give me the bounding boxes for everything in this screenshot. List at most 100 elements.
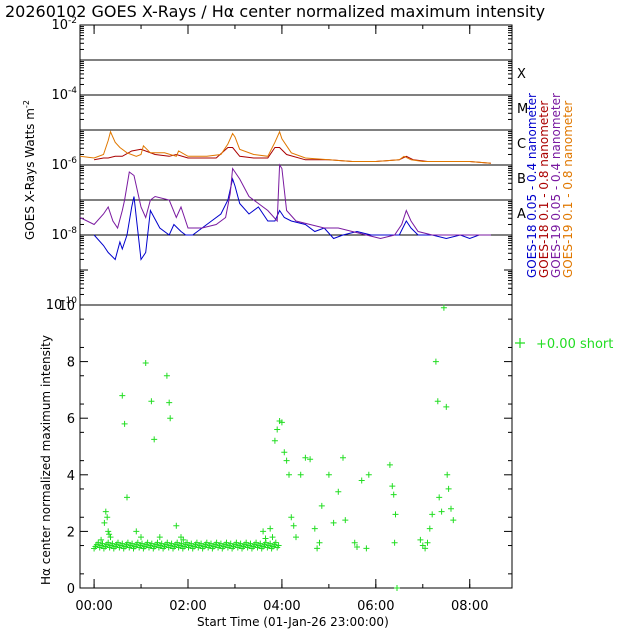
- bottom-y-tick-label: 6: [67, 412, 75, 427]
- halpha-point: [438, 508, 445, 515]
- halpha-point: [208, 540, 214, 547]
- halpha-point: [267, 525, 274, 532]
- top-y-tick-label: 10-6: [51, 156, 77, 173]
- halpha-point: [342, 517, 349, 524]
- goes-legend-entry: GOES-18 0.05 - 0.4 nanometer: [525, 93, 539, 278]
- halpha-point: [148, 398, 155, 405]
- halpha-point: [417, 536, 424, 543]
- halpha-point: [278, 419, 285, 426]
- bottom-x-axis-label: Start Time (01-Jan-26 23:00:00): [197, 615, 389, 629]
- halpha-point: [274, 426, 281, 433]
- flare-class-labels: X M C B A: [517, 67, 528, 222]
- halpha-point: [424, 539, 431, 546]
- halpha-point: [390, 491, 397, 498]
- halpha-point: [227, 540, 234, 547]
- goes-legend-entry: GOES-18 0.1 - 0.8 nanometer: [537, 101, 551, 278]
- goes-series-line: [79, 163, 491, 240]
- halpha-point: [351, 539, 358, 546]
- halpha-point: [243, 539, 250, 546]
- goes-series-line: [93, 177, 491, 261]
- halpha-panel: 0 2 4 6 8 10 00:00 02:00 04:00 06:00 08:00 Hα cen…: [39, 25, 613, 629]
- halpha-point: [281, 449, 288, 456]
- halpha-point: [290, 522, 297, 529]
- top-y-tick-exponent: -4: [68, 86, 77, 96]
- halpha-point: [184, 539, 191, 546]
- halpha-point: [119, 392, 126, 399]
- halpha-point: [288, 514, 295, 521]
- halpha-point: [318, 502, 325, 509]
- flare-class-label: A: [517, 207, 526, 222]
- halpha-point: [392, 511, 399, 518]
- halpha-point: [124, 494, 130, 501]
- halpha-point: [237, 540, 244, 547]
- top-y-tick-label: 10-10: [46, 296, 78, 313]
- halpha-point: [144, 539, 151, 546]
- top-y-tick-base: 10: [51, 228, 68, 243]
- bottom-plot-frame: [79, 304, 513, 589]
- halpha-point: [307, 456, 314, 463]
- halpha-point: [275, 542, 282, 549]
- halpha-point: [104, 514, 111, 521]
- halpha-point: [119, 540, 126, 547]
- top-y-ticks: 10-210-410-610-810-10: [46, 16, 512, 313]
- top-y-tick-label: 10-4: [51, 86, 77, 103]
- halpha-point: [129, 540, 136, 547]
- halpha-point: [168, 540, 175, 547]
- top-y-tick-label: 10-2: [51, 16, 77, 33]
- top-y-tick-base: 10: [51, 18, 68, 33]
- top-y-axis-label-sup: -2: [22, 100, 31, 108]
- halpha-point: [188, 540, 195, 547]
- halpha-point: [340, 454, 346, 461]
- bottom-x-tick-label: 08:00: [451, 599, 488, 614]
- chart-title: 20260102 GOES X-Rays / Hα center normali…: [5, 2, 545, 21]
- halpha-point: [330, 519, 337, 526]
- halpha-point: [444, 471, 451, 478]
- bottom-y-tick-label: 4: [67, 469, 75, 484]
- halpha-point: [426, 525, 433, 532]
- top-y-tick-base: 10: [51, 88, 68, 103]
- halpha-point: [257, 540, 264, 547]
- halpha-point: [102, 508, 109, 515]
- halpha-point: [354, 544, 360, 550]
- halpha-point: [98, 536, 105, 543]
- halpha-point: [154, 539, 161, 546]
- flare-class-label: C: [517, 137, 526, 152]
- bottom-x-tick-label: 00:00: [75, 599, 112, 614]
- halpha-point: [180, 536, 187, 543]
- top-y-tick-exponent: -8: [68, 226, 77, 236]
- halpha-point: [142, 360, 149, 366]
- halpha-point: [247, 540, 254, 547]
- halpha-point: [272, 539, 279, 546]
- halpha-point: [386, 461, 393, 468]
- halpha-point: [262, 535, 269, 542]
- halpha-point: [422, 545, 429, 552]
- halpha-legend: +0.00 short: [515, 337, 613, 352]
- halpha-point: [106, 531, 113, 538]
- bottom-y-tick-label: 8: [67, 356, 75, 371]
- flare-class-label: X: [517, 67, 526, 82]
- bottom-y-axis-label: Hα center normalized maximum intensity: [39, 335, 53, 585]
- halpha-point: [445, 485, 452, 492]
- halpha-point: [198, 540, 205, 547]
- halpha-point: [267, 540, 274, 547]
- halpha-point: [314, 545, 321, 552]
- halpha-point: [389, 483, 396, 490]
- halpha-point: [178, 540, 185, 547]
- halpha-point: [107, 534, 114, 541]
- halpha-point: [260, 528, 267, 535]
- halpha-point: [163, 372, 170, 379]
- bottom-x-ticks: 00:00 02:00 04:00 06:00 08:00: [75, 25, 488, 614]
- halpha-point: [99, 540, 106, 547]
- halpha-point: [316, 539, 323, 546]
- halpha-point: [173, 522, 180, 529]
- goes-legend-entry: GOES-19 0.05 - 0.4 nanometer: [549, 93, 563, 278]
- halpha-point: [286, 471, 292, 478]
- top-y-tick-label: 10-8: [51, 226, 77, 243]
- halpha-point: [139, 540, 145, 547]
- halpha-point: [167, 415, 174, 422]
- halpha-point: [253, 539, 260, 546]
- halpha-point: [432, 358, 439, 365]
